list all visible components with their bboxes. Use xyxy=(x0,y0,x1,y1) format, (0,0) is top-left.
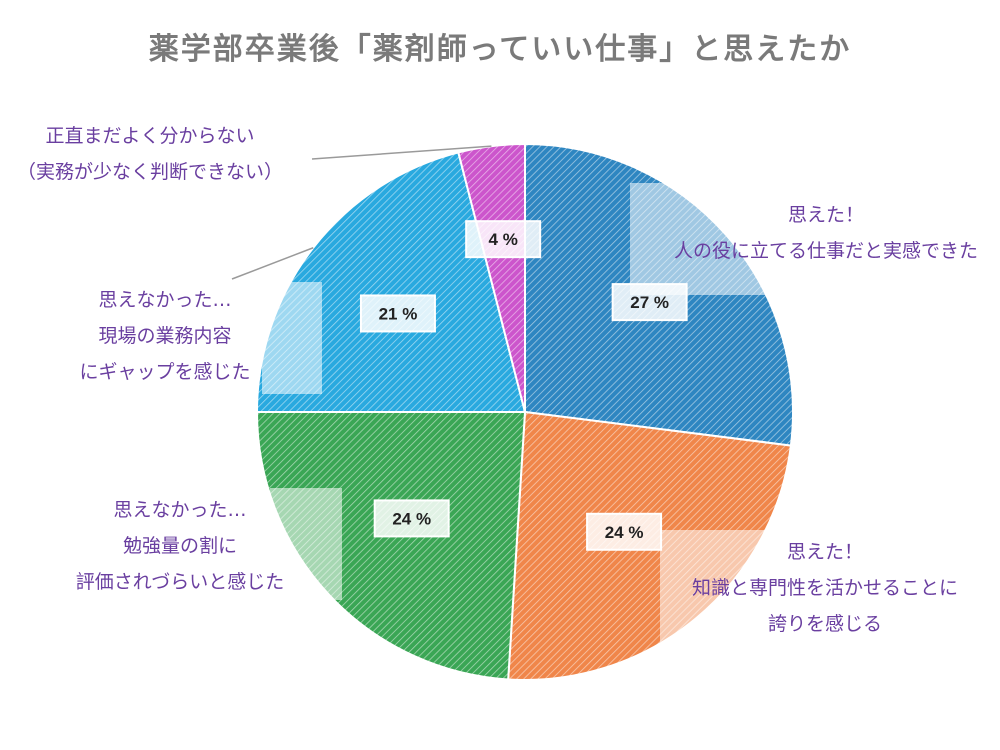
category-label-2-line-2: 評価されづらいと感じた xyxy=(75,571,285,593)
category-label-3-line-1: 現場の業務内容 xyxy=(98,325,232,347)
category-label-1-line-0: 思えた！ xyxy=(786,541,863,563)
category-label-2: 思えなかった… 勉強量の割に 評価されづらいと感じた xyxy=(60,492,300,600)
data-label-text-3: 21 % xyxy=(379,304,418,323)
category-label-2-line-1: 勉強量の割に xyxy=(122,535,237,557)
category-label-0: 思えた！ 人の役に立てる仕事だと実感できた xyxy=(674,197,978,269)
category-label-0-line-0: 思えた！ xyxy=(787,204,864,226)
data-label-1: 24 % xyxy=(586,512,663,551)
leader-line-4 xyxy=(311,145,492,160)
data-label-text-0: 27 % xyxy=(630,293,669,312)
data-label-box-1 xyxy=(586,512,663,551)
category-label-1: 思えた！ 知識と専門性を活かせることに 誇りを感じる xyxy=(666,534,984,642)
data-label-text-1: 24 % xyxy=(605,523,644,542)
category-label-3-line-0: 思えなかった… xyxy=(98,289,232,311)
data-label-4: 4 % xyxy=(465,220,542,259)
category-label-3: 思えなかった… 現場の業務内容 にギャップを感じた xyxy=(64,282,266,390)
category-label-1-line-2: 誇りを感じる xyxy=(767,613,882,635)
data-label-0: 27 % xyxy=(611,283,688,322)
category-label-2-line-0: 思えなかった… xyxy=(113,499,247,521)
label-overlay-1 xyxy=(660,530,860,642)
label-overlay-2 xyxy=(270,488,342,600)
category-label-1-line-1: 知識と専門性を活かせることに xyxy=(691,577,958,599)
category-label-4-line-0: 正直まだよく分からない xyxy=(45,125,255,147)
data-label-text-2: 24 % xyxy=(392,509,431,528)
label-overlay-3 xyxy=(262,282,322,394)
pie-slice-4 xyxy=(457,142,526,413)
label-overlay-0 xyxy=(630,183,830,295)
category-label-3-line-2: にギャップを感じた xyxy=(79,361,251,383)
data-label-box-4 xyxy=(465,220,542,259)
category-label-4: 正直まだよく分からない （実務が少なく判断できない） xyxy=(0,118,300,190)
leader-line-3 xyxy=(231,247,314,280)
data-label-text-4: 4 % xyxy=(489,230,518,249)
data-label-2: 24 % xyxy=(373,499,450,538)
data-label-box-3 xyxy=(359,294,436,333)
category-label-0-line-1: 人の役に立てる仕事だと実感できた xyxy=(673,240,978,262)
data-label-box-2 xyxy=(373,499,450,538)
data-label-box-0 xyxy=(611,283,688,322)
data-label-3: 21 % xyxy=(359,294,436,333)
category-label-4-line-1: （実務が少なく判断できない） xyxy=(16,161,283,183)
chart-title: 薬学部卒業後「薬剤師っていい仕事」と思えたか xyxy=(148,32,852,67)
